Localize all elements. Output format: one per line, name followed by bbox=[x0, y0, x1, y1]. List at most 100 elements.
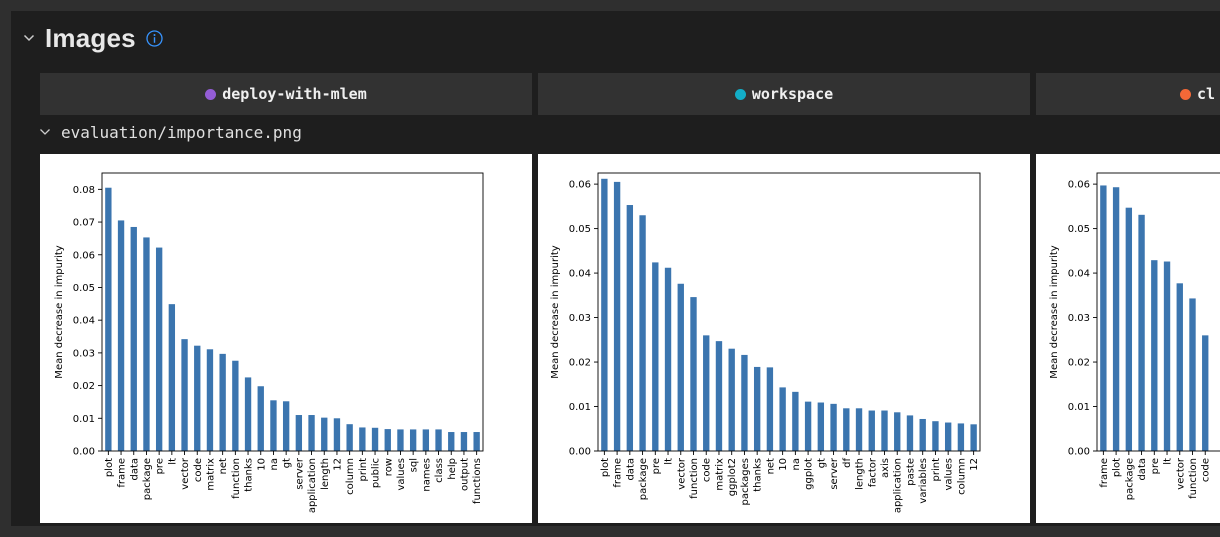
x-tick-label: gt bbox=[816, 458, 827, 468]
column-header-workspace[interactable]: workspace bbox=[538, 73, 1030, 115]
bar bbox=[346, 424, 353, 451]
x-tick-label: row bbox=[383, 458, 394, 476]
x-tick-label: 12 bbox=[332, 458, 343, 471]
bar bbox=[130, 226, 137, 451]
y-tick-label: 0.02 bbox=[1068, 358, 1090, 369]
x-tick-label: gt bbox=[282, 458, 293, 468]
x-tick-label: function bbox=[1188, 458, 1199, 499]
x-tick-label: code bbox=[702, 458, 713, 482]
bar bbox=[944, 422, 952, 451]
x-tick-label: variables bbox=[918, 458, 929, 504]
plot-frame bbox=[1096, 172, 1220, 452]
experiment-color-dot bbox=[1180, 88, 1191, 100]
bar bbox=[232, 360, 239, 451]
y-axis-label: Mean decrease in impurity bbox=[54, 245, 65, 378]
x-tick-label: plot bbox=[104, 458, 115, 477]
x-tick-label: sql bbox=[409, 458, 420, 472]
bar bbox=[766, 367, 774, 451]
x-tick-label: data bbox=[1137, 458, 1148, 481]
info-icon[interactable] bbox=[146, 29, 163, 47]
column-header-label: deploy-with-mlem bbox=[222, 85, 367, 103]
plot-panel-deploy-with-mlem[interactable]: 0.00 0.01 0.02 0.03 0.04 0.05 0.06 0.07 0.08 plot… bbox=[40, 154, 532, 523]
x-tick-label: plot bbox=[1112, 458, 1123, 477]
x-tick-label: matrix bbox=[205, 458, 216, 491]
importance-chart: 0.00 0.01 0.02 0.03 0.04 0.05 0.06 0.07 0.08 plot… bbox=[54, 172, 484, 513]
bar bbox=[881, 410, 888, 451]
x-tick-label: application bbox=[893, 458, 904, 513]
bar bbox=[613, 181, 621, 451]
x-tick-label: lt bbox=[167, 458, 178, 465]
x-tick-label: length bbox=[855, 458, 866, 490]
bar bbox=[894, 412, 901, 451]
x-tick-label: application bbox=[307, 458, 318, 513]
bar bbox=[690, 297, 697, 451]
x-tick-label: matrix bbox=[714, 458, 725, 491]
x-tick-label: frame bbox=[613, 458, 624, 488]
column-header-deploy-with-mlem[interactable]: deploy-with-mlem bbox=[40, 73, 532, 115]
x-tick-label: function bbox=[689, 458, 700, 499]
bar bbox=[1151, 260, 1158, 451]
x-tick-label: ggplot2 bbox=[727, 458, 738, 496]
x-tick-label: frame bbox=[117, 458, 128, 488]
x-tick-label: vector bbox=[180, 457, 191, 490]
y-tick-label: 0.00 bbox=[1068, 447, 1090, 458]
importance-chart: 0.00 0.01 0.02 0.03 0.04 0.05 0.06 frame plot pac… bbox=[1049, 172, 1220, 500]
section-header[interactable]: Images bbox=[23, 21, 163, 55]
bar bbox=[843, 408, 850, 451]
x-tick-label: public bbox=[371, 458, 382, 488]
x-tick-label: server bbox=[829, 457, 840, 490]
y-tick-label: 0.05 bbox=[73, 283, 95, 294]
bar bbox=[371, 427, 379, 451]
x-tick-label: package bbox=[638, 458, 649, 500]
bar bbox=[460, 432, 468, 451]
bar bbox=[155, 247, 163, 451]
y-tick-label: 0.01 bbox=[73, 414, 95, 425]
experiment-color-dot bbox=[734, 88, 746, 100]
x-tick-label: values bbox=[396, 458, 407, 491]
column-header-cl[interactable]: cl bbox=[1036, 73, 1220, 115]
bar bbox=[804, 401, 812, 451]
bar bbox=[244, 377, 252, 451]
x-tick-label: vector bbox=[1175, 457, 1186, 490]
chevron-down-icon[interactable] bbox=[23, 32, 35, 44]
x-tick-label: df bbox=[842, 458, 853, 468]
x-tick-label: values bbox=[944, 458, 955, 491]
y-tick-label: 0.08 bbox=[73, 185, 95, 196]
x-tick-label: 10 bbox=[778, 458, 789, 471]
x-tick-label: lt bbox=[664, 458, 675, 465]
plot-panel-cl[interactable]: 0.00 0.01 0.02 0.03 0.04 0.05 0.06 frame plot pac… bbox=[1036, 154, 1220, 523]
x-tick-label: function bbox=[231, 458, 242, 499]
y-tick-label: 0.05 bbox=[1068, 224, 1090, 235]
bar bbox=[422, 429, 430, 451]
bar bbox=[143, 237, 150, 451]
x-tick-label: 12 bbox=[969, 458, 980, 471]
bar bbox=[105, 187, 112, 451]
x-tick-label: class bbox=[434, 458, 445, 483]
bar bbox=[473, 432, 480, 451]
y-tick-label: 0.07 bbox=[73, 218, 95, 229]
x-tick-label: column bbox=[956, 458, 967, 495]
chevron-down-icon[interactable] bbox=[39, 126, 51, 138]
images-section: Images deploy-with-mlem workspace cl eva… bbox=[11, 11, 1220, 526]
plot-panel-workspace[interactable]: 0.00 0.01 0.02 0.03 0.04 0.05 0.06 plot frame dat… bbox=[538, 154, 1030, 523]
x-tick-label: lt bbox=[1163, 458, 1174, 465]
plot-path-row[interactable]: evaluation/importance.png bbox=[39, 117, 302, 147]
bar bbox=[728, 348, 735, 451]
bar bbox=[270, 400, 277, 451]
x-tick-label: help bbox=[447, 458, 458, 480]
x-tick-label: paste bbox=[905, 458, 916, 486]
bar bbox=[779, 387, 786, 451]
y-tick-label: 0.04 bbox=[1068, 269, 1090, 280]
y-tick-label: 0.00 bbox=[73, 447, 95, 458]
x-tick-label: net bbox=[765, 458, 776, 474]
bar bbox=[257, 386, 264, 451]
y-axis-label: Mean decrease in impurity bbox=[1049, 245, 1060, 378]
column-header-label: cl bbox=[1197, 85, 1216, 103]
bar bbox=[333, 418, 341, 451]
bar bbox=[715, 341, 723, 451]
bar bbox=[626, 205, 634, 451]
bar bbox=[117, 220, 125, 451]
x-tick-label: factor bbox=[867, 457, 878, 487]
x-tick-label: print bbox=[358, 458, 369, 482]
x-tick-label: vector bbox=[676, 457, 687, 490]
